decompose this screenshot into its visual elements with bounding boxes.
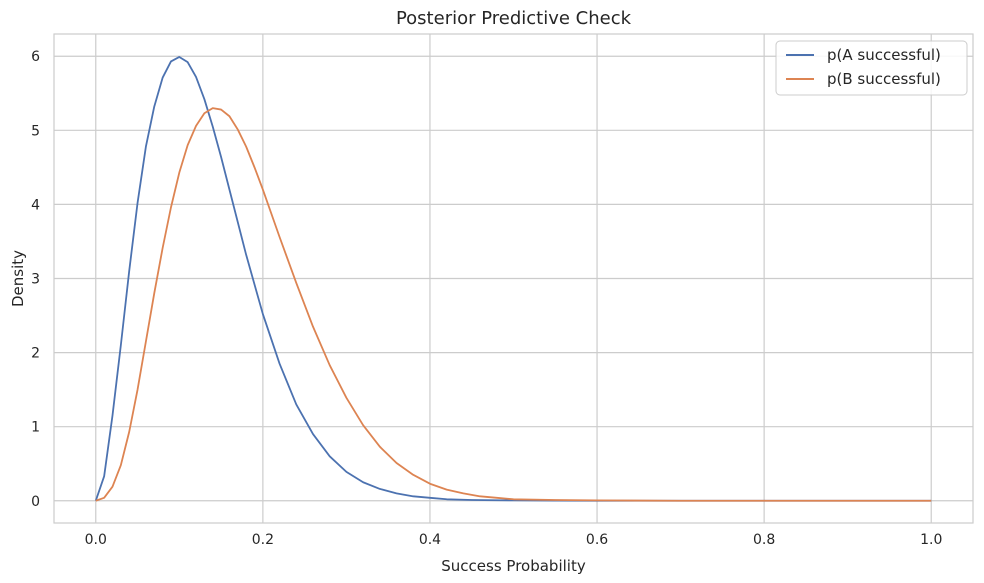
x-tick-label: 0.6	[586, 532, 608, 548]
plot-frame	[53, 33, 974, 524]
y-tick-label: 5	[31, 123, 40, 139]
x-tick-label: 0.8	[753, 532, 775, 548]
x-tick-label: 1.0	[920, 532, 942, 548]
legend: p(A successful) p(B successful)	[775, 40, 968, 96]
legend-label: p(A successful)	[827, 46, 941, 64]
y-tick-label: 6	[31, 49, 40, 65]
y-tick-label: 4	[31, 197, 40, 213]
y-tick-label: 2	[31, 346, 40, 362]
y-tick-label: 1	[31, 420, 40, 436]
x-tick-label: 0.4	[419, 532, 441, 548]
series-lines	[94, 56, 932, 502]
series-line-a	[94, 56, 932, 502]
x-tick-labels: 0.0 0.2 0.4 0.6 0.8 1.0	[85, 532, 943, 548]
x-tick-label: 0.0	[85, 532, 107, 548]
y-axis-label: Density	[9, 250, 27, 307]
chart-title: Posterior Predictive Check	[396, 8, 632, 29]
y-tick-label: 0	[31, 494, 40, 510]
x-axis-label: Success Probability	[441, 557, 586, 575]
x-tick-label: 0.2	[252, 532, 274, 548]
y-tick-labels: 0 1 2 3 4 5 6	[31, 49, 40, 510]
legend-box	[775, 40, 968, 96]
series-line-b	[95, 107, 932, 502]
y-tick-label: 3	[31, 272, 40, 288]
legend-label: p(B successful)	[827, 70, 941, 88]
